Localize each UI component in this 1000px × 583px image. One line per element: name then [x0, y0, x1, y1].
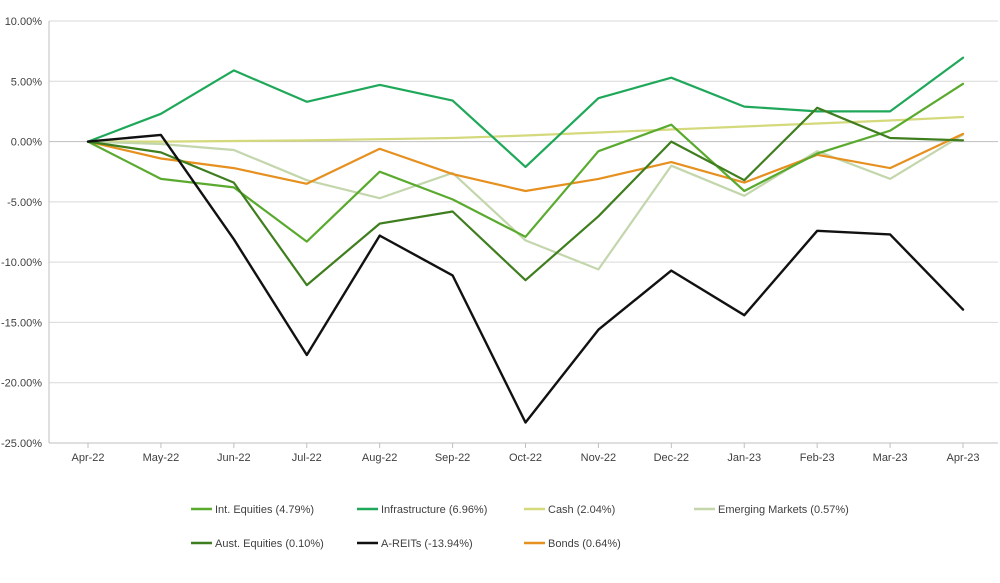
y-tick-label: -25.00%	[1, 438, 42, 450]
series-line-int-equities	[86, 82, 965, 243]
legend-label-emerging-markets: Emerging Markets (0.57%)	[718, 504, 849, 516]
y-tick-label: 5.00%	[11, 76, 42, 88]
y-axis-ticks: 10.00% 5.00% 0.00% -5.00% -10.00% -15.00% -20.…	[1, 16, 42, 450]
x-tick-label: Feb-23	[800, 452, 835, 464]
legend-label-infrastructure: Infrastructure (6.96%)	[381, 504, 487, 516]
series-line-cash	[86, 115, 965, 143]
x-tick-label: Dec-22	[654, 452, 689, 464]
y-tick-label: 10.00%	[5, 16, 43, 28]
y-tick-label: -15.00%	[1, 317, 42, 329]
x-tick-label: Oct-22	[509, 452, 542, 464]
x-tick-label: Jun-22	[217, 452, 251, 464]
x-tick-label: Sep-22	[435, 452, 470, 464]
series-lines	[86, 56, 965, 424]
series-line-aust-equities	[86, 106, 965, 287]
x-tick-label: Mar-23	[873, 452, 908, 464]
y-tick-label: -10.00%	[1, 257, 42, 269]
x-tick-label: Apr-23	[946, 452, 979, 464]
legend-label-bonds: Bonds (0.64%)	[548, 538, 621, 550]
y-tick-label: 0.00%	[11, 137, 42, 149]
series-line-emerging-markets	[86, 133, 965, 271]
series-line-a-reits	[86, 133, 965, 424]
y-tick-label: -20.00%	[1, 378, 42, 390]
series-line-bonds	[86, 132, 965, 193]
x-axis-ticks: Apr-22 May-22 Jun-22 Jul-22 Aug-22 Sep-22 Oct-…	[71, 443, 980, 464]
series-line-infrastructure	[86, 56, 965, 168]
legend-label-aust-equities: Aust. Equities (0.10%)	[215, 538, 324, 550]
legend: Int. Equities (4.79%) Infrastructure (6.9…	[191, 504, 849, 550]
legend-label-cash: Cash (2.04%)	[548, 504, 615, 516]
y-tick-label: -5.00%	[7, 197, 42, 209]
x-tick-label: Aug-22	[362, 452, 397, 464]
x-tick-label: Jan-23	[727, 452, 761, 464]
x-tick-label: Jul-22	[292, 452, 322, 464]
legend-label-int-equities: Int. Equities (4.79%)	[215, 504, 314, 516]
legend-label-a-reits: A-REITs (-13.94%)	[381, 538, 473, 550]
x-tick-label: May-22	[143, 452, 180, 464]
x-tick-label: Nov-22	[581, 452, 616, 464]
x-tick-label: Apr-22	[71, 452, 104, 464]
